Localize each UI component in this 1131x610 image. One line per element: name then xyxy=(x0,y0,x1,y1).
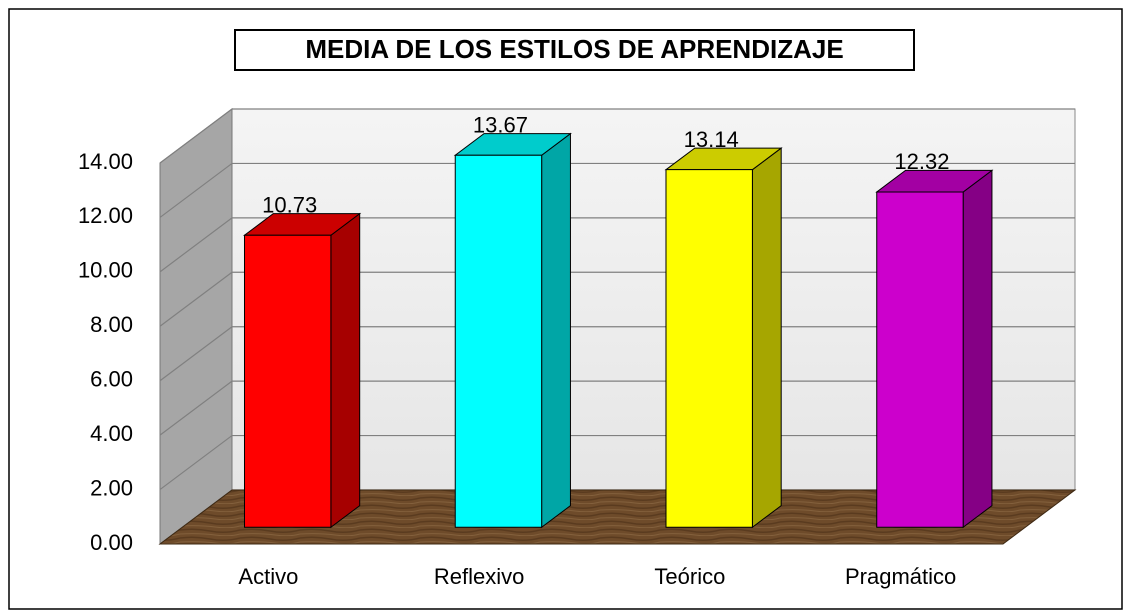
x-tick-label: Activo xyxy=(238,564,298,589)
y-tick-label: 2.00 xyxy=(90,475,133,500)
bar xyxy=(876,191,964,528)
grid-line xyxy=(159,162,1075,218)
title-box xyxy=(234,29,915,71)
y-tick-label: 0.00 xyxy=(90,530,133,555)
y-tick-label: 4.00 xyxy=(90,421,133,446)
y-tick-label: 12.00 xyxy=(78,203,133,228)
chart-title: MEDIA DE LOS ESTILOS DE APRENDIZAJE xyxy=(305,34,843,64)
x-tick-label: Teórico xyxy=(654,564,725,589)
x-tick-label: Pragmático xyxy=(845,564,956,589)
grid-line xyxy=(159,271,1075,327)
plot-area: 0.00 2.00 4.00 6.00 8.00 10.00 12.00 14.00 Activ… xyxy=(78,108,1077,589)
bar xyxy=(454,154,543,528)
bar-side xyxy=(751,147,782,529)
floor xyxy=(158,489,1077,545)
bar xyxy=(243,234,332,528)
y-tick-label: 14.00 xyxy=(78,149,133,174)
bar xyxy=(665,169,753,528)
chart-border xyxy=(8,8,1123,610)
grid-line xyxy=(159,434,1075,491)
bar-side xyxy=(541,132,571,529)
x-tick-label: Reflexivo xyxy=(434,564,524,589)
grid-line xyxy=(159,108,1075,164)
data-label: 12.32 xyxy=(894,149,949,174)
data-label: 10.73 xyxy=(262,192,317,217)
bar-side xyxy=(330,212,361,529)
y-tick-label: 10.00 xyxy=(78,258,133,283)
bar-side xyxy=(962,169,993,529)
side-wall xyxy=(159,108,233,545)
grid-line xyxy=(159,217,1075,273)
y-tick-label: 6.00 xyxy=(90,367,133,392)
data-label: 13.14 xyxy=(684,127,739,152)
y-tick-label: 8.00 xyxy=(90,312,133,337)
grid-line xyxy=(159,326,1075,382)
grid-line xyxy=(159,380,1075,436)
data-label: 13.67 xyxy=(473,112,528,137)
